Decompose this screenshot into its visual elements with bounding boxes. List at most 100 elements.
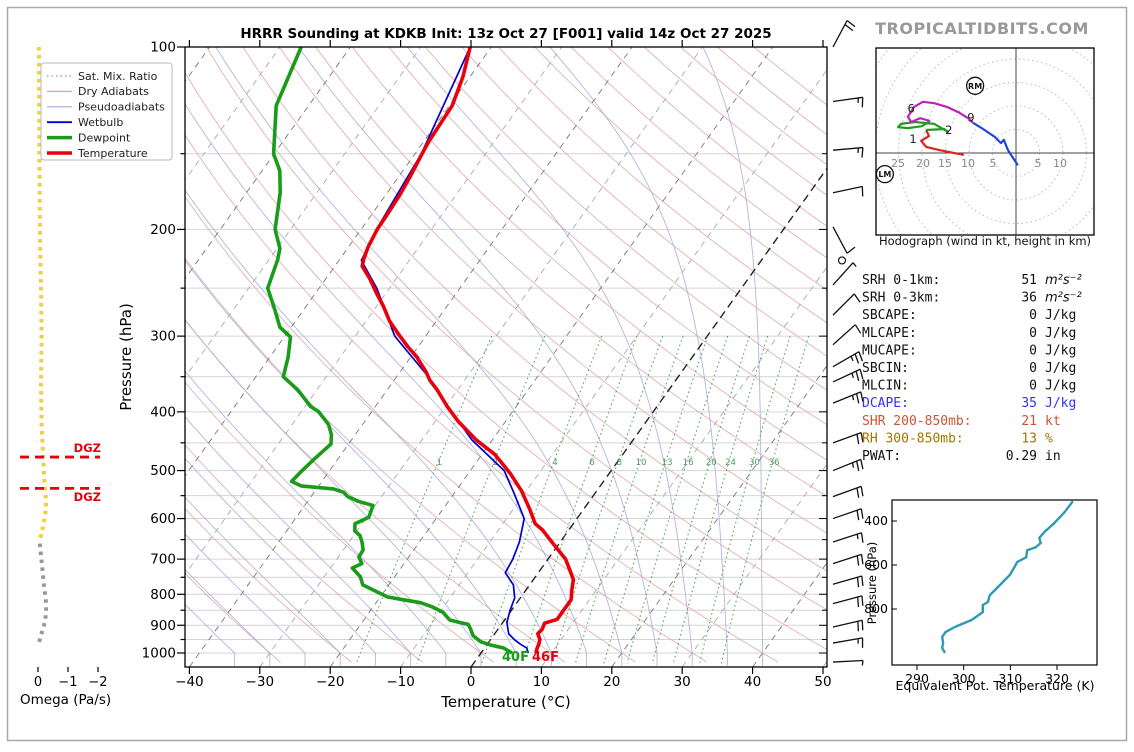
hodo-ring-label: 10 [961, 157, 975, 170]
temp-tick-label: 10 [533, 674, 550, 690]
stat-label: SBCIN: [862, 361, 909, 376]
hodograph-trace-seg_6_9km [908, 102, 973, 123]
stat-row: MUCAPE: 0 J/kg [862, 343, 1076, 358]
wind-barb-icon [833, 352, 862, 367]
mixing-ratio-label: 36 [769, 458, 780, 468]
dgz-label-bottom: DGZ [74, 490, 101, 504]
pressure-tick-label: 1000 [142, 646, 176, 662]
pressure-tick-label: 900 [150, 618, 176, 634]
theta-e-curve [942, 501, 1073, 653]
stat-label: SRH 0-1km: [862, 273, 940, 288]
wind-barb-icon [833, 263, 856, 285]
stat-label: MLCAPE: [862, 326, 917, 341]
stat-value: 21 [1021, 414, 1037, 429]
wind-barb-column [833, 21, 863, 666]
omega-tick-label: −2 [88, 675, 107, 690]
mixing-ratio-label: 20 [706, 458, 717, 468]
stat-unit: J/kg [1045, 326, 1076, 341]
stat-label: RH 300-850mb: [862, 431, 964, 446]
sounding-curves [268, 47, 574, 653]
hodo-ring-label: 5 [990, 157, 997, 170]
hodo-height-label: 2 [945, 123, 952, 137]
legend-label: Temperature [77, 147, 148, 160]
stat-value: 0 [1029, 343, 1037, 358]
mixing-ratio-label: 10 [636, 458, 647, 468]
stat-unit: J/kg [1045, 308, 1076, 323]
stat-label: MUCAPE: [862, 343, 917, 358]
pressure-tick-label: 400 [150, 404, 176, 420]
thetae-y-tick-label: 400 [864, 513, 888, 528]
wind-barb-icon [833, 294, 860, 315]
wind-barb-icon [833, 227, 855, 253]
wind-barb-icon [833, 620, 863, 631]
pressure-tick-label: 500 [150, 463, 176, 479]
temp-tick-label: 50 [814, 674, 831, 690]
wind-barb-icon [833, 638, 863, 648]
hodograph-trace-seg_1_6km [898, 121, 948, 132]
hodo-ring-label: 5 [1035, 157, 1042, 170]
temp-tick-label: −30 [246, 674, 275, 690]
mixing-ratio-label: 30 [749, 458, 760, 468]
wind-barb-icon [833, 509, 863, 520]
stat-value: 0 [1029, 308, 1037, 323]
lm-marker-label: LM [878, 170, 891, 179]
stat-unit: J/kg [1045, 343, 1076, 358]
stat-label: DCAPE: [862, 396, 909, 411]
surface-dewpoint-label: 40F [502, 650, 529, 665]
dgz-label-top: DGZ [74, 441, 101, 455]
hodo-ring-label: 10 [1053, 157, 1067, 170]
thetae-xaxis-label: Equivalent Pot. Temperature (K) [896, 678, 1095, 693]
stat-row: RH 300-850mb:13% [862, 431, 1053, 446]
stat-unit: in [1045, 449, 1061, 464]
dewpoint-curve [268, 47, 512, 653]
wind-barb-icon [833, 148, 863, 158]
temp-tick-label: 40 [744, 674, 761, 690]
stat-unit: J/kg [1045, 379, 1076, 394]
wind-barb-icon [833, 325, 861, 345]
temp-tick-label: −20 [316, 674, 345, 690]
mixing-ratio-label: 8 [617, 458, 622, 468]
omega-tick-label: 0 [34, 675, 42, 690]
hodo-ring-label: 15 [938, 157, 952, 170]
wind-barb-icon [833, 369, 863, 382]
stat-value: 13 [1021, 431, 1037, 446]
legend-label: Dewpoint [78, 131, 131, 144]
omega-xaxis-label: Omega (Pa/s) [20, 692, 111, 708]
brand-logo: TROPICALTIDBITS.COM [875, 19, 1089, 38]
legend-label: Pseudoadiabats [78, 101, 165, 114]
calm-wind-icon [839, 257, 846, 264]
hodo-ring-label: 25 [891, 157, 905, 170]
stat-label: SBCAPE: [862, 308, 917, 323]
mixing-ratio-label: 6 [589, 458, 594, 468]
stat-value: 0.29 [1006, 449, 1037, 464]
temp-tick-label: 30 [674, 674, 691, 690]
stat-label: SRH 0-3km: [862, 291, 940, 306]
stat-label: MLCIN: [862, 379, 909, 394]
wind-barb-icon [833, 392, 863, 403]
stat-label: SHR 200-850mb: [862, 414, 972, 429]
mixing-ratio-label: 16 [683, 458, 694, 468]
wind-barb-icon [833, 21, 855, 47]
mixing-ratio-label: 13 [662, 458, 673, 468]
temp-tick-label: −40 [175, 674, 204, 690]
temperature-curve [362, 47, 573, 653]
pressure-tick-label: 700 [150, 552, 176, 568]
mixing-ratio-label: 24 [725, 458, 736, 468]
stat-value: 36 [1021, 291, 1037, 306]
hodo-ring-label: 20 [916, 157, 930, 170]
stat-unit: J/kg [1045, 396, 1076, 411]
stat-value: 51 [1021, 273, 1037, 288]
temp-tick-label: −10 [386, 674, 415, 690]
wind-barb-icon [833, 187, 863, 197]
surface-temperature-label: 46F [532, 650, 559, 665]
hodo-height-label: 1 [909, 132, 916, 146]
wind-barb-icon [833, 660, 863, 665]
pressure-tick-label: 600 [150, 511, 176, 527]
wind-barb-icon [833, 97, 863, 107]
